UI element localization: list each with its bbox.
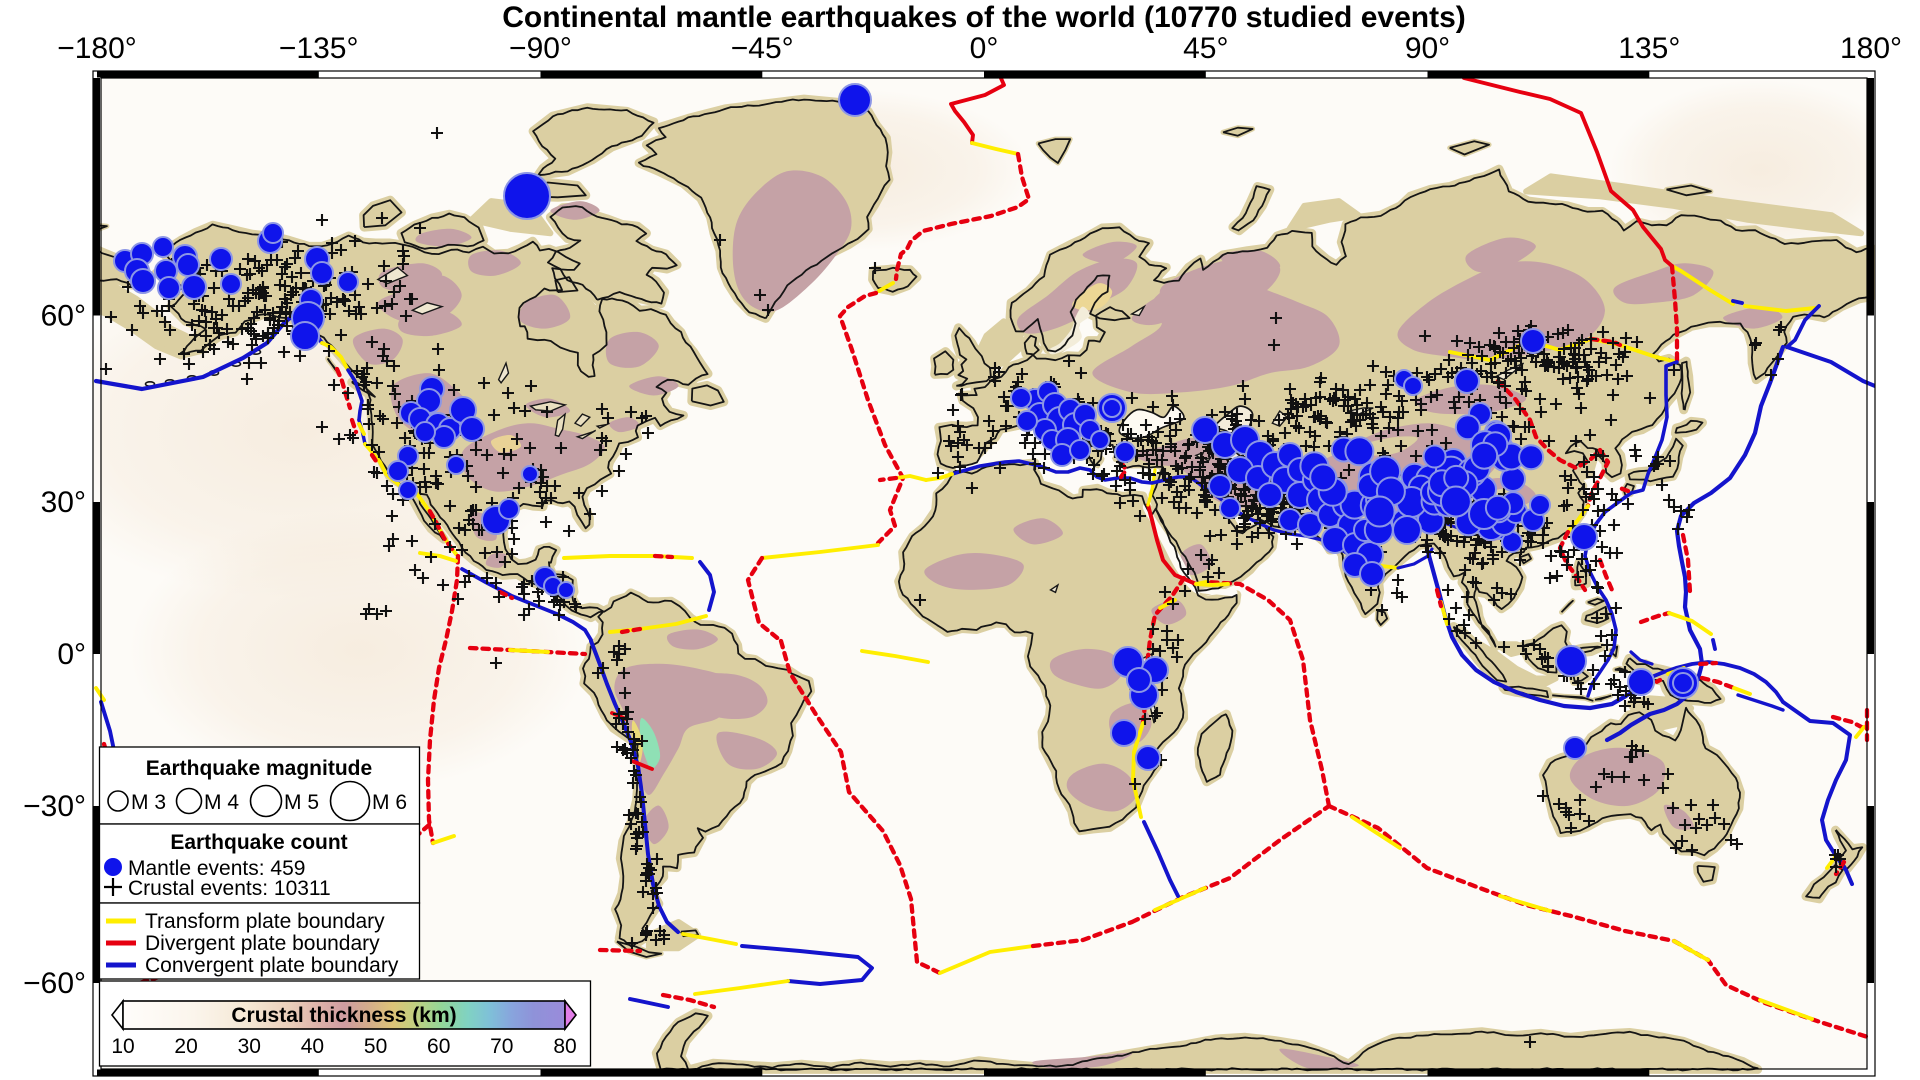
svg-text:70: 70: [490, 1035, 513, 1058]
svg-text:135°: 135°: [1618, 32, 1680, 65]
svg-text:90°: 90°: [1405, 32, 1450, 65]
svg-text:10: 10: [111, 1035, 134, 1058]
svg-text:Mantle events: 459: Mantle events: 459: [128, 857, 305, 880]
svg-text:60°: 60°: [41, 300, 86, 333]
svg-text:−60°: −60°: [23, 967, 86, 1000]
svg-text:Continental mantle earthquakes: Continental mantle earthquakes of the wo…: [502, 1, 1466, 34]
svg-text:M 4: M 4: [204, 791, 239, 814]
svg-text:Crustal thickness (km): Crustal thickness (km): [231, 1004, 456, 1027]
svg-text:−30°: −30°: [23, 790, 86, 823]
svg-text:Divergent plate boundary: Divergent plate boundary: [145, 932, 380, 955]
svg-text:M 5: M 5: [284, 791, 319, 814]
svg-text:50: 50: [364, 1035, 387, 1058]
svg-text:−180°: −180°: [57, 32, 137, 65]
svg-text:180°: 180°: [1840, 32, 1902, 65]
svg-text:Crustal events: 10311: Crustal events: 10311: [128, 877, 331, 900]
svg-text:−135°: −135°: [279, 32, 359, 65]
svg-text:20: 20: [174, 1035, 197, 1058]
svg-text:−45°: −45°: [731, 32, 794, 65]
svg-text:80: 80: [553, 1035, 576, 1058]
svg-text:30: 30: [238, 1035, 261, 1058]
svg-text:Convergent plate boundary: Convergent plate boundary: [145, 954, 399, 977]
svg-text:60: 60: [427, 1035, 450, 1058]
svg-text:M 3: M 3: [131, 791, 166, 814]
svg-text:40: 40: [301, 1035, 324, 1058]
svg-text:−90°: −90°: [509, 32, 572, 65]
svg-text:Earthquake count: Earthquake count: [170, 831, 347, 854]
svg-text:M 6: M 6: [372, 791, 407, 814]
svg-text:Transform plate boundary: Transform plate boundary: [145, 910, 385, 933]
svg-text:30°: 30°: [41, 486, 86, 519]
svg-text:Earthquake magnitude: Earthquake magnitude: [146, 757, 372, 780]
svg-text:0°: 0°: [970, 32, 999, 65]
svg-text:45°: 45°: [1183, 32, 1228, 65]
svg-text:0°: 0°: [57, 638, 86, 671]
